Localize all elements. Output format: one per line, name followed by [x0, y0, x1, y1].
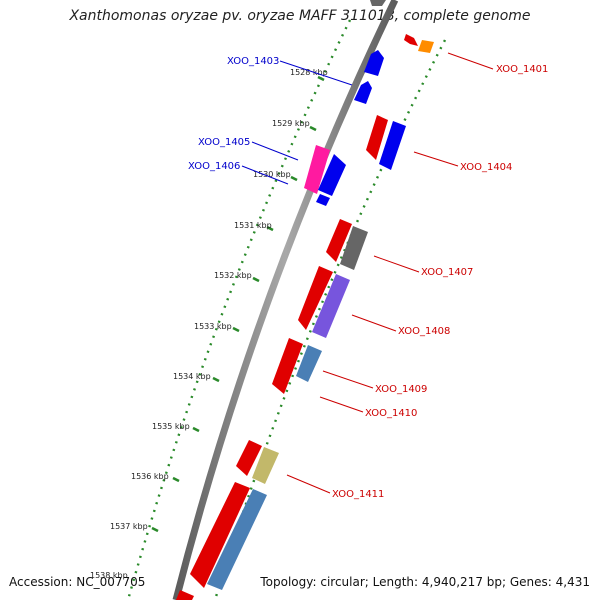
gene-feature[interactable]	[379, 121, 406, 170]
gene-feature[interactable]	[370, 0, 386, 6]
gene-label[interactable]: XOO_1404	[460, 162, 512, 173]
ruler-label: 1529 kbp	[272, 119, 310, 128]
gene-label[interactable]: XOO_1406	[188, 161, 240, 172]
gene-feature[interactable]	[207, 489, 267, 590]
gene-feature[interactable]	[296, 345, 322, 382]
leader-line	[447, 52, 494, 70]
gene-feature[interactable]	[340, 226, 368, 270]
gene-feature[interactable]	[318, 154, 346, 196]
gene-feature[interactable]	[252, 447, 279, 484]
gene-feature[interactable]	[404, 34, 418, 46]
gene-label[interactable]: XOO_1408	[398, 326, 450, 337]
gene-label[interactable]: XOO_1407	[421, 267, 473, 278]
ruler-track	[126, 19, 352, 600]
leader-line	[319, 396, 364, 413]
page-title: Xanthomonas oryzae pv. oryzae MAFF 31101…	[69, 8, 531, 24]
leader-line	[241, 165, 289, 185]
gene-feature[interactable]	[312, 274, 350, 338]
gene-feature[interactable]	[366, 115, 388, 160]
leader-line	[251, 141, 299, 161]
gene-feature[interactable]	[326, 219, 352, 262]
gene-feature[interactable]	[364, 50, 384, 76]
gene-feature[interactable]	[190, 482, 250, 588]
ruler-label: 1531 kbp	[234, 221, 272, 230]
ruler-label: 1528 kbp	[290, 68, 328, 77]
ruler-label: 1534 kbp	[173, 372, 211, 381]
gene-label[interactable]: XOO_1409	[375, 384, 427, 395]
genome-summary-text: Topology: circular; Length: 4,940,217 bp…	[260, 575, 590, 589]
gene-label[interactable]: XOO_1405	[198, 137, 250, 148]
ruler-label: 1538 kbp	[90, 571, 128, 580]
ruler-label: 1533 kbp	[194, 322, 232, 331]
leader-line	[286, 474, 331, 494]
gene-label[interactable]: XOO_1401	[496, 64, 548, 75]
leader-line	[373, 255, 420, 273]
gene-feature[interactable]	[298, 266, 333, 330]
gene-feature[interactable]	[304, 145, 330, 194]
ruler-ticks	[151, 75, 325, 533]
ruler-label: 1530 kbp	[253, 170, 291, 179]
accession-text: Accession: NC_007705	[9, 575, 146, 589]
gene-feature[interactable]	[354, 81, 372, 104]
gene-label[interactable]: XOO_1410	[365, 408, 417, 419]
genome-backbone	[172, 0, 399, 600]
gene-feature[interactable]	[176, 590, 194, 600]
ruler-label: 1536 kbp	[131, 472, 169, 481]
gene-label[interactable]: XOO_1403	[227, 56, 279, 67]
ruler-label: 1535 kbp	[152, 422, 190, 431]
leader-line	[351, 314, 397, 332]
gene-feature[interactable]	[272, 338, 303, 394]
leader-line	[279, 60, 353, 86]
ruler-label: 1537 kbp	[110, 522, 148, 531]
gene-feature[interactable]	[316, 194, 330, 206]
leader-line	[413, 151, 459, 167]
gene-label[interactable]: XOO_1411	[332, 489, 384, 500]
ruler-label: 1532 kbp	[214, 271, 252, 280]
leader-line	[322, 370, 374, 389]
gene-feature[interactable]	[236, 440, 262, 476]
gene-feature[interactable]	[418, 40, 434, 53]
